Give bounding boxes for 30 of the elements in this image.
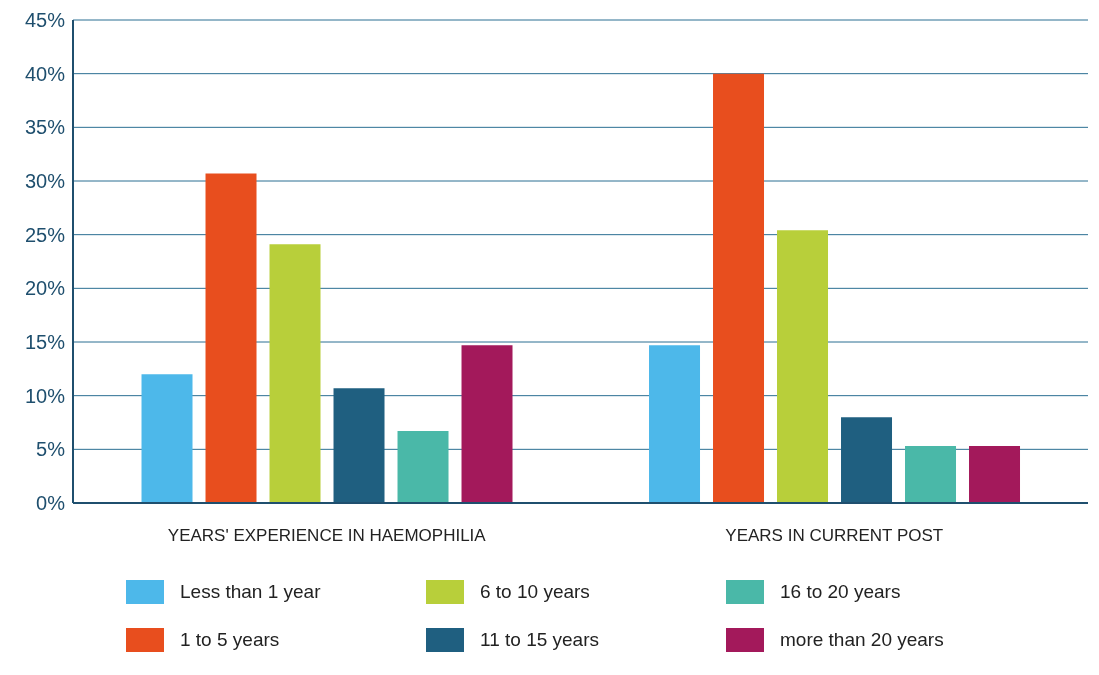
bar	[461, 345, 513, 503]
y-tick-label: 25%	[24, 223, 66, 246]
bar	[969, 446, 1021, 503]
y-tick-label: 45%	[24, 9, 66, 32]
y-tick-label: 20%	[24, 277, 66, 300]
x-tick-label: YEARS IN CURRENT POST	[725, 526, 944, 546]
y-tick-label: 30%	[24, 170, 66, 193]
y-tick-label: 40%	[24, 62, 66, 85]
y-tick-label: 15%	[24, 331, 66, 354]
y-tick-label: 35%	[24, 116, 66, 139]
bar	[713, 73, 765, 503]
bar	[777, 230, 829, 503]
y-tick-label: 10%	[24, 384, 66, 407]
bar	[397, 431, 449, 503]
legend-label: 16 to 20 years	[780, 581, 901, 603]
bar	[141, 374, 193, 503]
bar	[205, 173, 257, 503]
legend-label: 1 to 5 years	[180, 629, 280, 651]
legend-label: Less than 1 year	[180, 581, 321, 603]
y-tick-label: 5%	[36, 438, 66, 461]
legend-label: 6 to 10 years	[480, 581, 590, 603]
legend-label: 11 to 15 years	[480, 629, 600, 651]
legend-label: more than 20 years	[780, 629, 944, 651]
bar	[333, 388, 385, 503]
y-tick-label: 0%	[36, 492, 66, 515]
bar	[269, 244, 321, 503]
bar	[841, 417, 893, 503]
bar	[649, 345, 701, 503]
x-tick-label: YEARS' EXPERIENCE IN HAEMOPHILIA	[167, 526, 487, 546]
bar	[905, 446, 957, 503]
